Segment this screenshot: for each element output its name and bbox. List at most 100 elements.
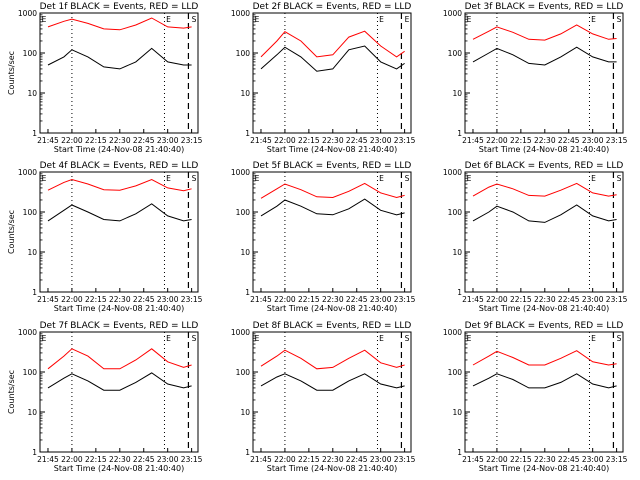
- x-tick-label: 22:30: [322, 136, 344, 145]
- x-tick-label: 23:15: [181, 136, 203, 145]
- marker-label: E: [255, 174, 260, 183]
- x-tick-label: 22:15: [510, 136, 532, 145]
- y-tick-label: 1: [245, 288, 250, 297]
- x-tick-label: 22:30: [534, 295, 556, 304]
- lld-series-line: [260, 182, 405, 199]
- x-tick-label: 21:45: [37, 295, 59, 304]
- panel-3: Det 3f BLACK = Events, RED = LLD 1 10 100 10…: [443, 2, 628, 154]
- y-tick-label: 100: [236, 49, 251, 58]
- y-axis-label: Counts/sec: [7, 51, 16, 95]
- panel-title: Det 3f BLACK = Events, RED = LLD: [465, 2, 624, 12]
- y-tick-label: 10: [452, 248, 462, 257]
- x-tick-label: 22:15: [298, 455, 320, 464]
- x-tick-label: 21:45: [250, 295, 272, 304]
- y-tick-label: 1000: [443, 168, 462, 177]
- y-tick-label: 100: [236, 208, 251, 217]
- events-series-line: [47, 372, 192, 391]
- events-series-line: [472, 204, 617, 223]
- y-tick-label: 100: [23, 368, 38, 377]
- y-tick-label: 1000: [231, 9, 250, 18]
- x-tick-label: 21:45: [462, 136, 484, 145]
- y-tick-label: 1: [245, 129, 250, 138]
- x-tick-label: 23:15: [181, 455, 203, 464]
- events-series-line: [472, 373, 617, 389]
- x-tick-label: 23:15: [606, 455, 628, 464]
- marker-label: E: [379, 15, 384, 24]
- panel-7: Det 7f BLACK = Events, RED = LLD 1 10 100 10…: [7, 321, 203, 473]
- x-tick-label: 22:45: [346, 455, 368, 464]
- y-tick-label: 100: [23, 49, 38, 58]
- panel-2: Det 2f BLACK = Events, RED = LLD 1 10 100 10…: [231, 2, 416, 154]
- plot-frame: [39, 171, 199, 293]
- events-series-line: [260, 198, 405, 217]
- y-tick-label: 100: [23, 208, 38, 217]
- x-tick-label: 23:00: [157, 295, 179, 304]
- y-tick-label: 1: [32, 129, 37, 138]
- y-tick-label: 10: [452, 89, 462, 98]
- plot-frame: [39, 12, 199, 134]
- x-tick-label: 22:45: [558, 295, 580, 304]
- x-tick-label: 22:00: [61, 295, 83, 304]
- marker-label: E: [166, 15, 171, 24]
- y-tick-label: 100: [448, 368, 463, 377]
- marker-label: E: [405, 15, 410, 24]
- x-tick-label: 22:45: [346, 136, 368, 145]
- x-tick-label: 22:30: [534, 455, 556, 464]
- x-tick-label: 22:00: [486, 136, 508, 145]
- y-axis-label: Counts/sec: [7, 370, 16, 414]
- x-tick-label: 23:15: [394, 136, 416, 145]
- x-tick-label: 22:15: [510, 295, 532, 304]
- events-series-line: [47, 203, 192, 222]
- events-series-line: [47, 47, 192, 70]
- plot-frame: [252, 171, 412, 293]
- marker-label: E: [42, 15, 47, 24]
- y-tick-label: 10: [240, 408, 250, 417]
- x-tick-label: 22:00: [274, 455, 296, 464]
- x-tick-label: 23:00: [370, 295, 392, 304]
- x-tick-label: 23:00: [582, 455, 604, 464]
- plot-frame: [464, 331, 624, 453]
- x-tick-label: 22:30: [109, 136, 131, 145]
- marker-label: S: [617, 174, 622, 183]
- x-tick-label: 22:15: [85, 136, 107, 145]
- x-tick-label: 23:00: [157, 455, 179, 464]
- marker-label: S: [192, 174, 197, 183]
- events-series-line: [260, 373, 405, 391]
- lld-series-line: [47, 178, 192, 192]
- x-axis-label: Start Time (24-Nov-08 21:40:40): [479, 464, 609, 473]
- lld-series-line: [47, 348, 192, 370]
- plot-frame: [464, 171, 624, 293]
- y-tick-label: 1: [457, 129, 462, 138]
- x-axis-label: Start Time (24-Nov-08 21:40:40): [54, 145, 184, 154]
- x-tick-label: 21:45: [37, 136, 59, 145]
- x-tick-label: 22:30: [109, 455, 131, 464]
- x-tick-label: 22:30: [322, 295, 344, 304]
- marker-label: E: [166, 334, 171, 343]
- plot-frame: [252, 12, 412, 134]
- panel-title: Det 5f BLACK = Events, RED = LLD: [253, 161, 412, 171]
- y-tick-label: 1000: [443, 9, 462, 18]
- marker-label: E: [255, 15, 260, 24]
- x-tick-label: 22:00: [274, 295, 296, 304]
- x-tick-label: 23:00: [157, 136, 179, 145]
- panel-title: Det 4f BLACK = Events, RED = LLD: [40, 161, 199, 171]
- lld-series-line: [47, 17, 192, 31]
- y-tick-label: 10: [452, 408, 462, 417]
- x-tick-label: 22:45: [133, 136, 155, 145]
- x-tick-label: 22:30: [322, 455, 344, 464]
- plot-frame: [252, 331, 412, 453]
- plot-frame: [464, 12, 624, 134]
- x-tick-label: 23:00: [370, 136, 392, 145]
- panel-title: Det 9f BLACK = Events, RED = LLD: [465, 321, 624, 331]
- y-tick-label: 1: [245, 448, 250, 457]
- x-tick-label: 22:15: [298, 295, 320, 304]
- x-tick-label: 22:15: [85, 295, 107, 304]
- plot-frame: [39, 331, 199, 453]
- marker-label: S: [405, 334, 410, 343]
- x-tick-label: 22:15: [85, 455, 107, 464]
- panel-5: Det 5f BLACK = Events, RED = LLD 1 10 100 10…: [231, 161, 416, 313]
- x-tick-label: 22:30: [109, 295, 131, 304]
- y-tick-label: 10: [27, 248, 37, 257]
- y-tick-label: 1000: [18, 9, 37, 18]
- marker-label: E: [379, 334, 384, 343]
